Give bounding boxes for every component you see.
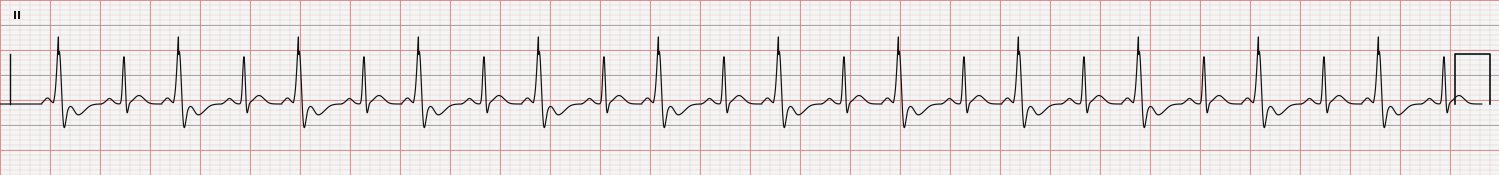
Text: II: II xyxy=(13,11,21,21)
